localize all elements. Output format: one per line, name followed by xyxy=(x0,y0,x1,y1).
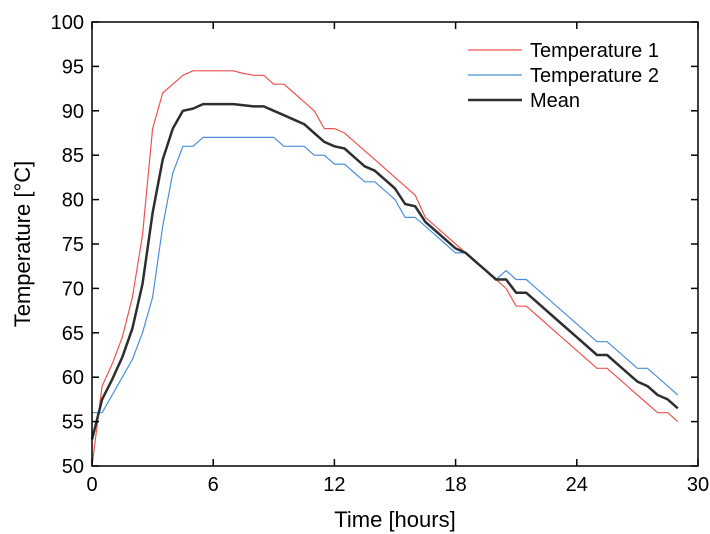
y-tick-label: 90 xyxy=(62,101,84,123)
x-tick-label: 6 xyxy=(208,474,219,496)
x-axis-title: Time [hours] xyxy=(334,507,455,532)
y-tick-label: 50 xyxy=(62,456,84,478)
legend-label: Mean xyxy=(530,90,580,112)
x-tick-label: 24 xyxy=(566,474,588,496)
y-axis-title: Temperature [°C] xyxy=(10,161,35,328)
series-line-temperature-2 xyxy=(92,136,679,414)
y-tick-label: 70 xyxy=(62,278,84,300)
y-tick-label: 100 xyxy=(51,12,84,34)
y-tick-label: 95 xyxy=(62,56,84,78)
x-tick-label: 18 xyxy=(444,474,466,496)
legend-label: Temperature 2 xyxy=(530,65,659,87)
axis-ticks xyxy=(91,21,699,467)
legend: Temperature 1 Temperature 2 Mean xyxy=(468,40,659,112)
y-tick-label: 80 xyxy=(62,190,84,212)
x-tick-label: 0 xyxy=(86,474,97,496)
series-line-temperature-1 xyxy=(91,70,679,467)
y-tick-label: 75 xyxy=(62,234,84,256)
y-tick-label: 65 xyxy=(62,323,84,345)
x-tick-label: 12 xyxy=(323,474,345,496)
x-tick-label: 30 xyxy=(687,474,709,496)
axis-tick-labels: 0 6 12 18 24 30 50 55 60 65 70 75 80 85 90 95 100 xyxy=(51,12,710,496)
legend-label: Temperature 1 xyxy=(530,40,659,62)
series-line-mean xyxy=(90,102,679,440)
plot-area-frame xyxy=(91,21,699,467)
y-tick-label: 85 xyxy=(62,145,84,167)
y-tick-label: 60 xyxy=(62,367,84,389)
y-tick-label: 55 xyxy=(62,412,84,434)
plot-lines xyxy=(90,70,679,467)
